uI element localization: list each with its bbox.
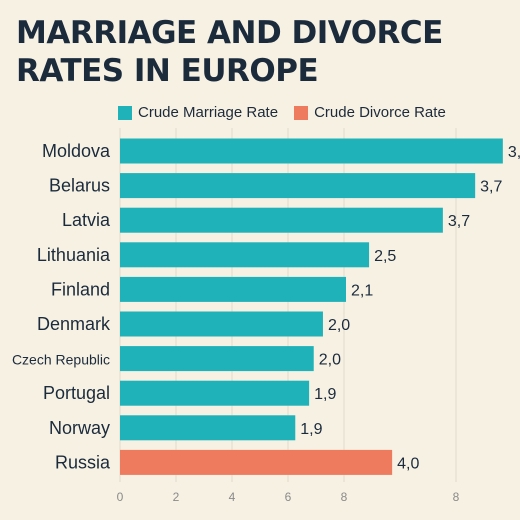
value-label: 3,7 xyxy=(480,179,502,196)
chart-title: MARRIAGE AND DIVORCE RATES IN EUROPE xyxy=(16,14,506,90)
legend-label-marriage: Crude Marriage Rate xyxy=(138,104,279,121)
chart-title-line-1: MARRIAGE AND DIVORCE xyxy=(16,15,443,51)
value-label: 4,0 xyxy=(397,455,419,472)
category-label: Belarus xyxy=(49,176,110,196)
x-tick-label: 8 xyxy=(341,490,348,504)
x-tick-label: 0 xyxy=(117,490,124,504)
bar-denmark xyxy=(120,311,323,337)
value-label: 2,1 xyxy=(351,282,373,299)
category-label: Czech Republic xyxy=(12,352,110,368)
value-label: 2,0 xyxy=(328,317,350,334)
value-label: 2,5 xyxy=(374,248,396,265)
bar-norway xyxy=(120,415,296,441)
legend-label-divorce: Crude Divorce Rate xyxy=(314,104,446,121)
bar-portugal xyxy=(120,380,310,406)
bar-belarus xyxy=(120,173,476,199)
x-tick-label: 2 xyxy=(173,490,180,504)
bar-lithuania xyxy=(120,242,370,268)
legend-swatch-divorce xyxy=(294,105,309,120)
value-label: 2,0 xyxy=(319,352,341,369)
legend-swatch-marriage xyxy=(118,105,132,120)
bar-finland xyxy=(120,276,347,302)
category-label: Moldova xyxy=(42,141,111,161)
value-label: 3,8 xyxy=(508,144,520,161)
legend-item-divorce: Crude Divorce Rate xyxy=(294,104,446,121)
chart-title-line-2: RATES IN EUROPE xyxy=(16,53,319,89)
x-tick-label: 6 xyxy=(285,490,292,504)
bar-moldova xyxy=(120,138,503,164)
category-label: Lithuania xyxy=(37,245,111,265)
value-label: 1,9 xyxy=(314,386,336,403)
category-label: Portugal xyxy=(43,383,110,403)
category-label: Latvia xyxy=(62,210,111,230)
chart-legend: Crude Marriage Rate Crude Divorce Rate xyxy=(118,104,462,121)
category-label: Denmark xyxy=(37,314,111,334)
value-label: 3,7 xyxy=(448,213,470,230)
x-tick-label: 4 xyxy=(229,490,236,504)
x-tick-label: 8 xyxy=(453,490,460,504)
category-label: Finland xyxy=(51,279,110,299)
bar-czech-republic xyxy=(120,346,314,372)
category-label: Norway xyxy=(49,418,110,438)
legend-item-marriage: Crude Marriage Rate xyxy=(118,104,278,121)
bar-latvia xyxy=(120,207,443,233)
bar-russia xyxy=(120,449,393,475)
value-label: 1,9 xyxy=(300,421,322,438)
category-label: Russia xyxy=(55,452,111,472)
